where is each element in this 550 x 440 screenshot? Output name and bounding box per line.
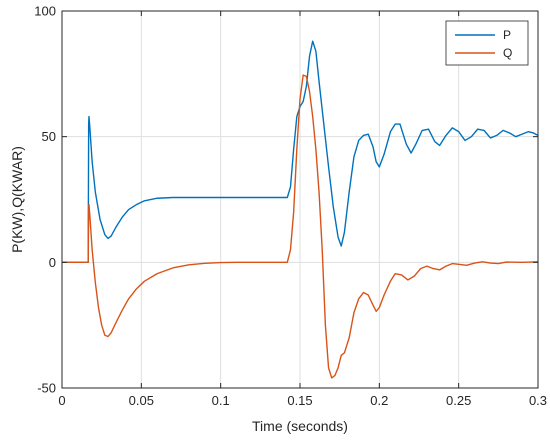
y-tick-label: 100 <box>34 4 56 19</box>
x-tick-label: 0.2 <box>370 393 388 408</box>
x-tick-label: 0.1 <box>212 393 230 408</box>
y-tick-label: -50 <box>37 381 56 396</box>
legend: PQ <box>445 20 529 66</box>
y-axis-label: P(KW),Q(KWAR) <box>9 146 25 253</box>
y-tick-label: 50 <box>42 129 56 144</box>
plot-area-border <box>61 10 539 389</box>
x-tick-label: 0 <box>58 393 65 408</box>
legend-label-p: P <box>503 28 511 42</box>
x-tick-label: 0.15 <box>287 393 312 408</box>
series-line-q <box>62 74 539 379</box>
x-tick-label: 0.05 <box>129 393 154 408</box>
series-line-p <box>62 40 539 264</box>
x-tick-label: 0.25 <box>446 393 471 408</box>
legend-box <box>445 20 529 66</box>
legend-label-q: Q <box>503 46 512 60</box>
x-tick-label: 0.3 <box>529 393 547 408</box>
series-layer <box>62 40 539 379</box>
y-tick-label: 0 <box>49 255 56 270</box>
x-axis-label: Time (seconds) <box>252 418 348 434</box>
